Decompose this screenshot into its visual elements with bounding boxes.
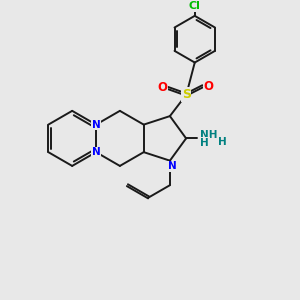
Text: S: S	[182, 88, 191, 101]
Text: NH: NH	[200, 130, 218, 140]
Text: H: H	[218, 137, 226, 147]
Text: O: O	[203, 80, 213, 93]
Text: O: O	[158, 82, 167, 94]
Text: N: N	[92, 120, 100, 130]
Text: N: N	[92, 147, 100, 157]
Text: H: H	[200, 138, 209, 148]
Text: Cl: Cl	[189, 1, 201, 11]
Text: NH: NH	[199, 130, 218, 140]
Text: N: N	[168, 161, 177, 171]
